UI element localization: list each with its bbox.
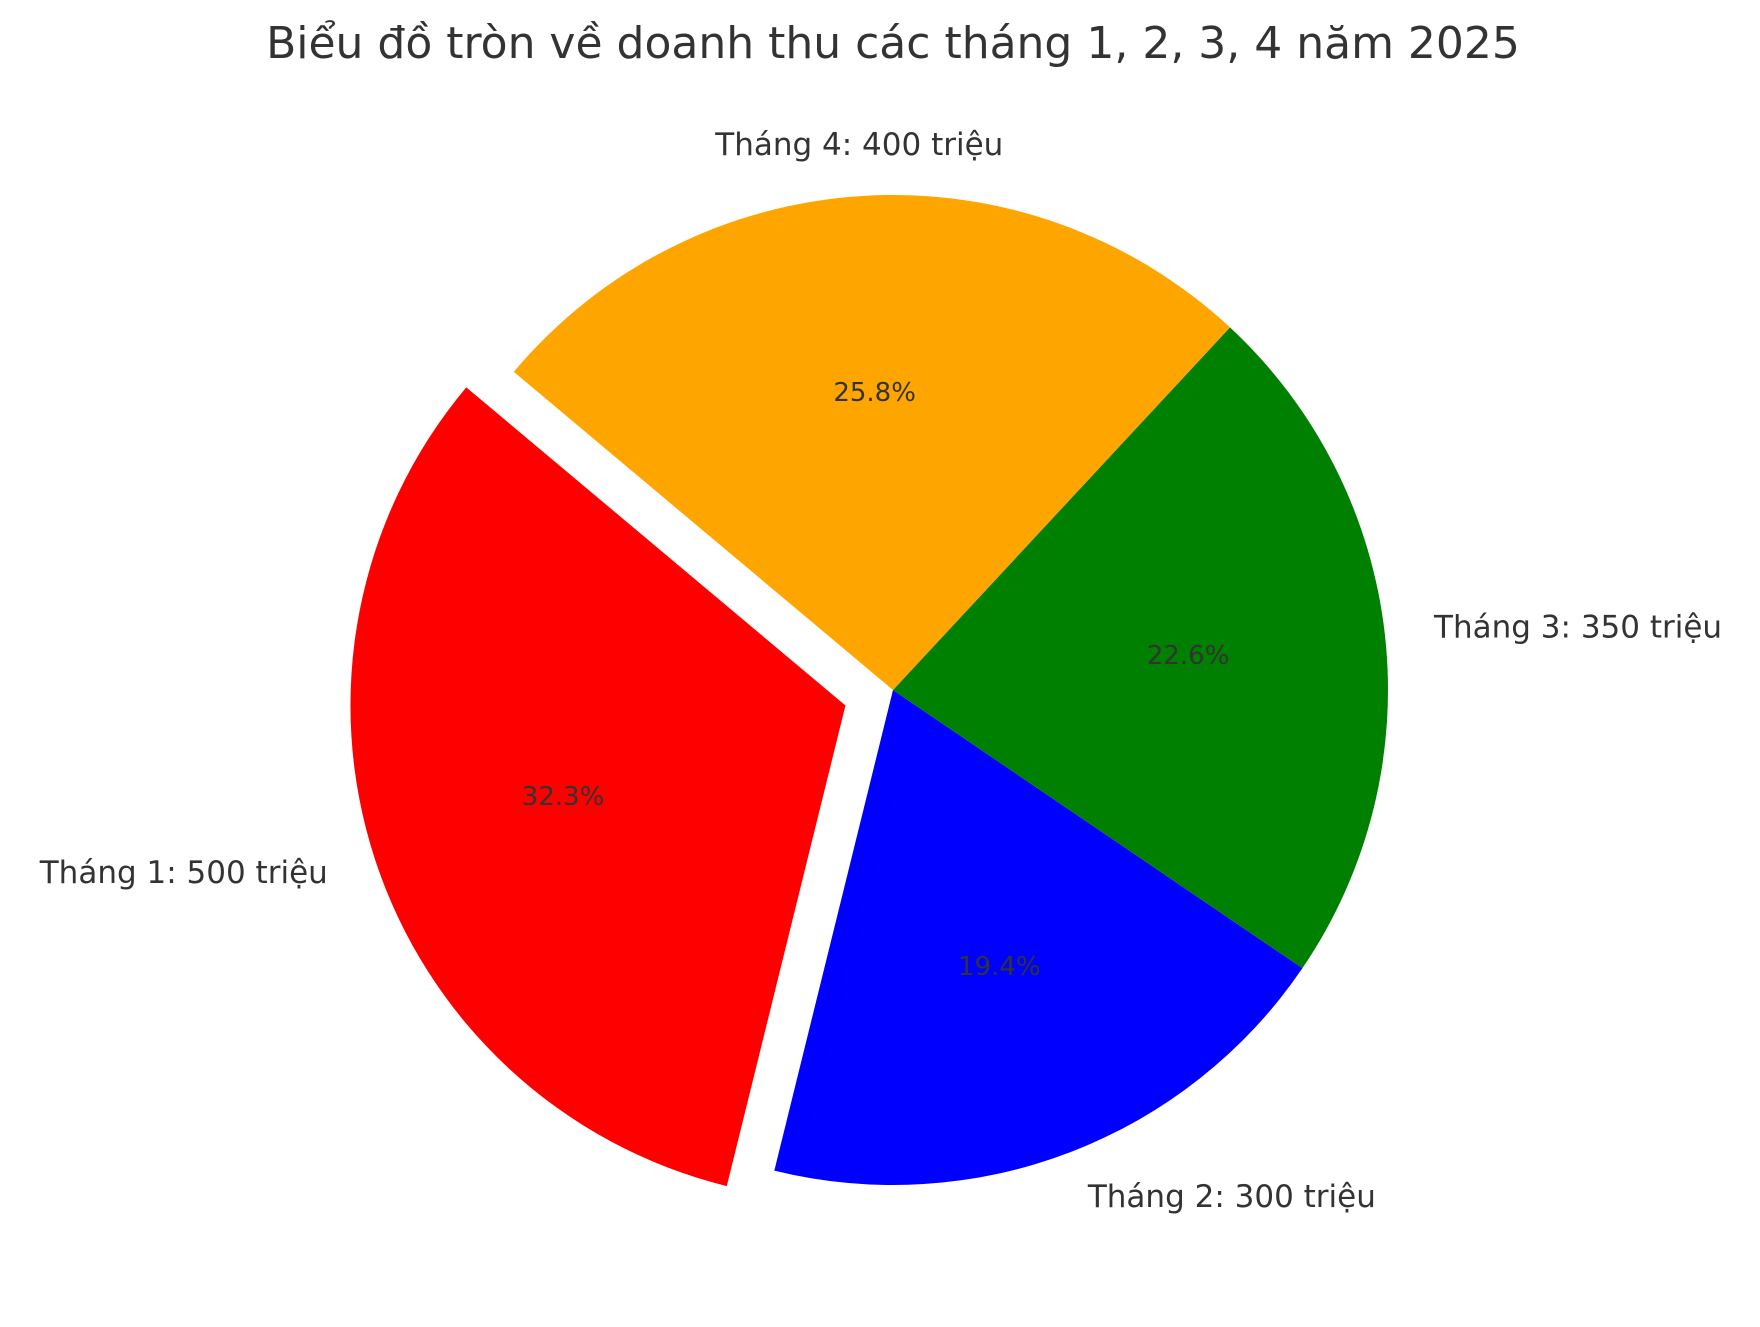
slice-percent-label: 32.3% [522,782,605,812]
slice-percent-label: 19.4% [958,952,1041,982]
pie-slices [350,194,1388,1187]
slice-label: Tháng 1: 500 triệu [39,855,328,891]
slice-label: Tháng 4: 400 triệu [714,127,1003,163]
pie-slice [350,387,846,1187]
pie-labels: Tháng 1: 500 triệu 32.3% Tháng 2: 300 triệ… [39,127,1722,1215]
pie-slice [893,327,1388,969]
pie-slice [774,690,1303,1185]
pie-slice [513,194,1230,690]
slice-label: Tháng 3: 350 triệu [1433,609,1722,645]
slice-percent-label: 25.8% [833,378,916,408]
chart-title: Biểu đồ tròn về doanh thu các tháng 1, 2… [266,18,1520,69]
slice-percent-label: 22.6% [1147,641,1230,671]
slice-label: Tháng 2: 300 triệu [1087,1179,1376,1215]
